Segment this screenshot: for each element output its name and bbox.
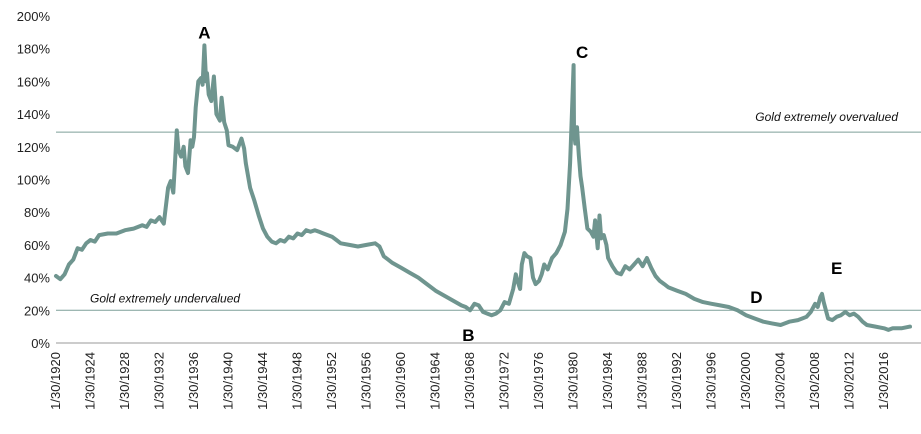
y-tick-label: 60% <box>24 238 50 253</box>
x-tick-label: 1/30/1976 <box>531 352 546 410</box>
x-tick-label: 1/30/1988 <box>635 352 650 410</box>
y-tick-label: 40% <box>24 271 50 286</box>
x-tick-label: 1/30/1952 <box>324 352 339 410</box>
x-tick-label: 1/30/2012 <box>842 352 857 410</box>
y-tick-label: 120% <box>17 140 51 155</box>
x-tick-label: 1/30/1924 <box>83 352 98 410</box>
x-tick-label: 1/30/1992 <box>669 352 684 410</box>
y-tick-label: 140% <box>17 107 51 122</box>
reference-line-label: Gold extremely undervalued <box>90 291 240 305</box>
point-label-e: E <box>831 259 842 278</box>
x-tick-label: 1/30/1932 <box>152 352 167 410</box>
x-tick-label: 1/30/2000 <box>738 352 753 410</box>
x-tick-label: 1/30/1928 <box>117 352 132 410</box>
x-tick-label: 1/30/1936 <box>186 352 201 410</box>
x-tick-label: 1/30/1984 <box>600 352 615 410</box>
x-tick-label: 1/30/2008 <box>807 352 822 410</box>
y-tick-label: 0% <box>31 336 50 351</box>
x-tick-label: 1/30/1968 <box>462 352 477 410</box>
point-annotations: A B C D E <box>198 23 842 344</box>
point-label-c: C <box>576 43 588 62</box>
reference-lines: Gold extremely overvalued Gold extremely … <box>56 110 921 344</box>
x-tick-label: 1/30/1964 <box>428 352 443 410</box>
x-tick-label: 1/30/1944 <box>255 352 270 410</box>
x-tick-label: 1/30/1920 <box>48 352 63 410</box>
x-tick-label: 1/30/1980 <box>566 352 581 410</box>
y-tick-label: 160% <box>17 74 51 89</box>
y-tick-label: 180% <box>17 42 51 57</box>
x-tick-label: 1/30/2004 <box>773 352 788 410</box>
y-tick-label: 20% <box>24 303 50 318</box>
y-tick-label: 200% <box>17 9 51 24</box>
point-label-a: A <box>198 23 210 42</box>
x-tick-label: 1/30/1956 <box>359 352 374 410</box>
reference-line-label: Gold extremely overvalued <box>755 110 898 124</box>
y-tick-label: 100% <box>17 173 51 188</box>
x-tick-label: 1/30/1996 <box>704 352 719 410</box>
x-tick-label: 1/30/1948 <box>290 352 305 410</box>
x-tick-label: 1/30/1940 <box>221 352 236 410</box>
x-tick-label: 1/30/2016 <box>876 352 891 410</box>
y-tick-label: 80% <box>24 205 50 220</box>
point-label-b: B <box>462 326 474 345</box>
x-tick-label: 1/30/1972 <box>497 352 512 410</box>
point-label-d: D <box>750 288 762 307</box>
gold-valuation-line <box>54 43 912 332</box>
x-tick-label: 1/30/1960 <box>393 352 408 410</box>
x-axis: 1/30/1920 1/30/1924 1/30/1928 1/30/1932 1/30… <box>48 352 891 410</box>
y-axis: 0% 20% 40% 60% 80% 100% 120% 140% 160% 180% 200% <box>17 9 51 351</box>
